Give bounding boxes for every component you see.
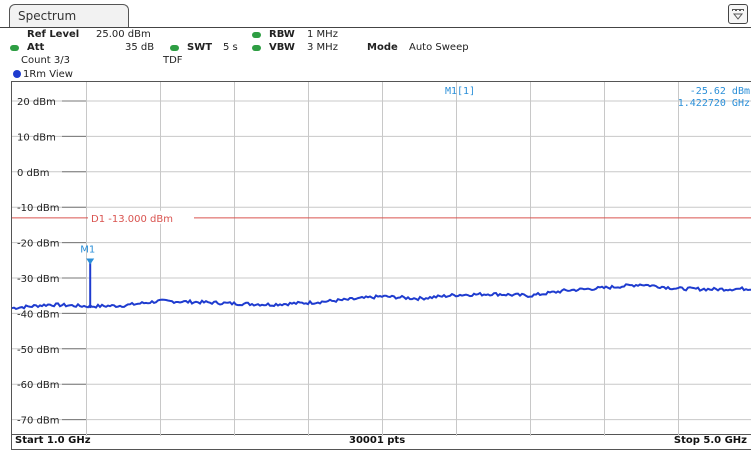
y-tick-label: -10 dBm — [17, 203, 59, 214]
mode-label: Mode — [367, 42, 398, 53]
y-tick-label: -70 dBm — [17, 416, 59, 427]
start-frequency: Start 1.0 GHz — [15, 435, 91, 446]
marker-readout-name: M1[1] — [445, 86, 475, 97]
rbw-label: RBW — [269, 29, 295, 40]
count-text: Count 3/3 — [21, 55, 70, 66]
y-tick-label: -20 dBm — [17, 239, 59, 250]
y-tick-label: 10 dBm — [17, 132, 56, 143]
display-line-label: D1 -13.000 dBm — [91, 214, 173, 225]
att-coupled-indicator-icon — [10, 45, 19, 51]
trace-label[interactable]: 1Rm View — [13, 69, 73, 80]
att-label: Att — [27, 42, 45, 53]
tdf-text: TDF — [163, 55, 183, 66]
sweep-info-bar: Start 1.0 GHz 30001 pts Stop 5.0 GHz — [11, 435, 751, 450]
vbw-coupled-indicator-icon — [252, 45, 261, 51]
tab-spectrum[interactable]: Spectrum — [9, 4, 129, 28]
marker-m1-label: M1 — [80, 244, 95, 255]
sweep-points: 30001 pts — [349, 435, 406, 446]
settings-menu-icon[interactable] — [728, 4, 748, 24]
y-tick-label: 0 dBm — [17, 168, 50, 179]
vbw-label: VBW — [269, 42, 295, 53]
trace-line — [12, 283, 751, 310]
marker-readout-level: -25.62 dBm — [690, 86, 750, 97]
marker-m1-icon — [86, 258, 95, 265]
ref-level-label: Ref Level — [27, 29, 80, 40]
tab-title: Spectrum — [18, 9, 77, 23]
rbw-value: 1 MHz — [307, 29, 338, 40]
y-tick-label: 20 dBm — [17, 97, 56, 108]
ref-level-value: 25.00 dBm — [96, 29, 151, 40]
trace-label-text: 1Rm View — [23, 69, 73, 80]
y-tick-label: -50 dBm — [17, 345, 59, 356]
trace-color-icon — [13, 70, 21, 78]
marker-readout-frequency: 1.422720 GHz — [678, 98, 750, 109]
display-line-label-bg — [88, 210, 194, 224]
swt-label: SWT — [187, 42, 213, 53]
mode-value: Auto Sweep — [409, 42, 469, 53]
rbw-coupled-indicator-icon — [252, 32, 261, 38]
spectrum-chart[interactable]: 20 dBm 10 dBm 0 dBm -10 dBm -20 dBm -30 dBm -4… — [12, 82, 751, 436]
stop-frequency: Stop 5.0 GHz — [673, 435, 747, 446]
y-tick-label: -60 dBm — [17, 380, 59, 391]
settings-panel: Ref Level 25.00 dBm RBW 1 MHz Att 35 dB … — [0, 27, 751, 66]
y-tick-label: -40 dBm — [17, 309, 59, 320]
swt-value: 5 s — [223, 42, 238, 53]
att-value: 35 dB — [125, 42, 155, 53]
y-tick-label: -30 dBm — [17, 274, 59, 285]
swt-coupled-indicator-icon — [170, 45, 179, 51]
vbw-value: 3 MHz — [307, 42, 338, 53]
spectrum-plot[interactable]: 20 dBm 10 dBm 0 dBm -10 dBm -20 dBm -30 dBm -4… — [11, 81, 751, 436]
